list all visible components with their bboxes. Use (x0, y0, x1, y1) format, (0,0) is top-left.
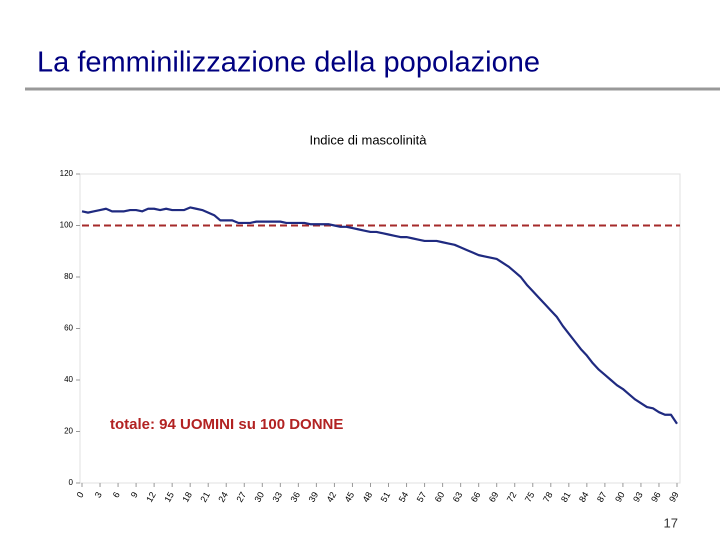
y-tick-label: 60 (64, 324, 73, 333)
x-tick-label: 24 (216, 490, 230, 504)
y-tick-label: 0 (69, 478, 74, 487)
x-tick-label: 90 (613, 490, 627, 504)
page-number: 17 (664, 515, 678, 530)
x-tick-label: 57 (415, 490, 429, 504)
y-tick-label: 120 (60, 169, 74, 178)
x-tick-label: 99 (667, 490, 681, 504)
y-tick-label: 20 (64, 427, 73, 436)
x-tick-label: 72 (505, 490, 519, 504)
x-tick-label: 33 (270, 490, 284, 504)
x-tick-label: 66 (469, 490, 483, 504)
x-tick-label: 60 (433, 490, 447, 504)
x-tick-label: 75 (523, 490, 537, 504)
y-tick-label: 100 (60, 221, 74, 230)
x-tick-label: 6 (111, 490, 122, 499)
x-tick-label: 39 (307, 490, 321, 504)
y-tick-label: 80 (64, 272, 73, 281)
chart-title: Indice di mascolinità (309, 132, 427, 147)
x-tick-label: 15 (162, 490, 176, 504)
x-tick-label: 51 (379, 490, 393, 504)
x-tick-label: 84 (577, 490, 591, 504)
x-tick-label: 30 (252, 490, 266, 504)
x-tick-label: 18 (180, 490, 194, 504)
x-tick-label: 78 (541, 490, 555, 504)
x-tick-label: 42 (325, 490, 339, 504)
x-tick-label: 27 (234, 490, 248, 504)
annotation: totale: 94 UOMINI su 100 DONNE (110, 416, 343, 433)
x-tick-label: 63 (451, 490, 465, 504)
x-tick-label: 93 (631, 490, 645, 504)
x-tick-label: 96 (649, 490, 663, 504)
x-tick-label: 81 (559, 490, 573, 504)
x-tick-label: 9 (129, 490, 140, 499)
x-tick-label: 12 (144, 490, 158, 504)
x-tick-label: 45 (343, 490, 357, 504)
x-tick-label: 21 (198, 490, 212, 504)
x-tick-label: 36 (288, 490, 302, 504)
x-tick-label: 87 (595, 490, 609, 504)
x-tick-label: 48 (361, 490, 375, 504)
x-tick-label: 3 (93, 490, 104, 499)
data-line (81, 206, 678, 425)
y-tick-label: 40 (64, 375, 73, 384)
x-tick-label: 54 (397, 490, 411, 504)
x-tick-label: 0 (75, 490, 86, 499)
slide-title: La femminilizzazione della popolazione (37, 47, 540, 79)
x-tick-label: 69 (487, 490, 501, 504)
